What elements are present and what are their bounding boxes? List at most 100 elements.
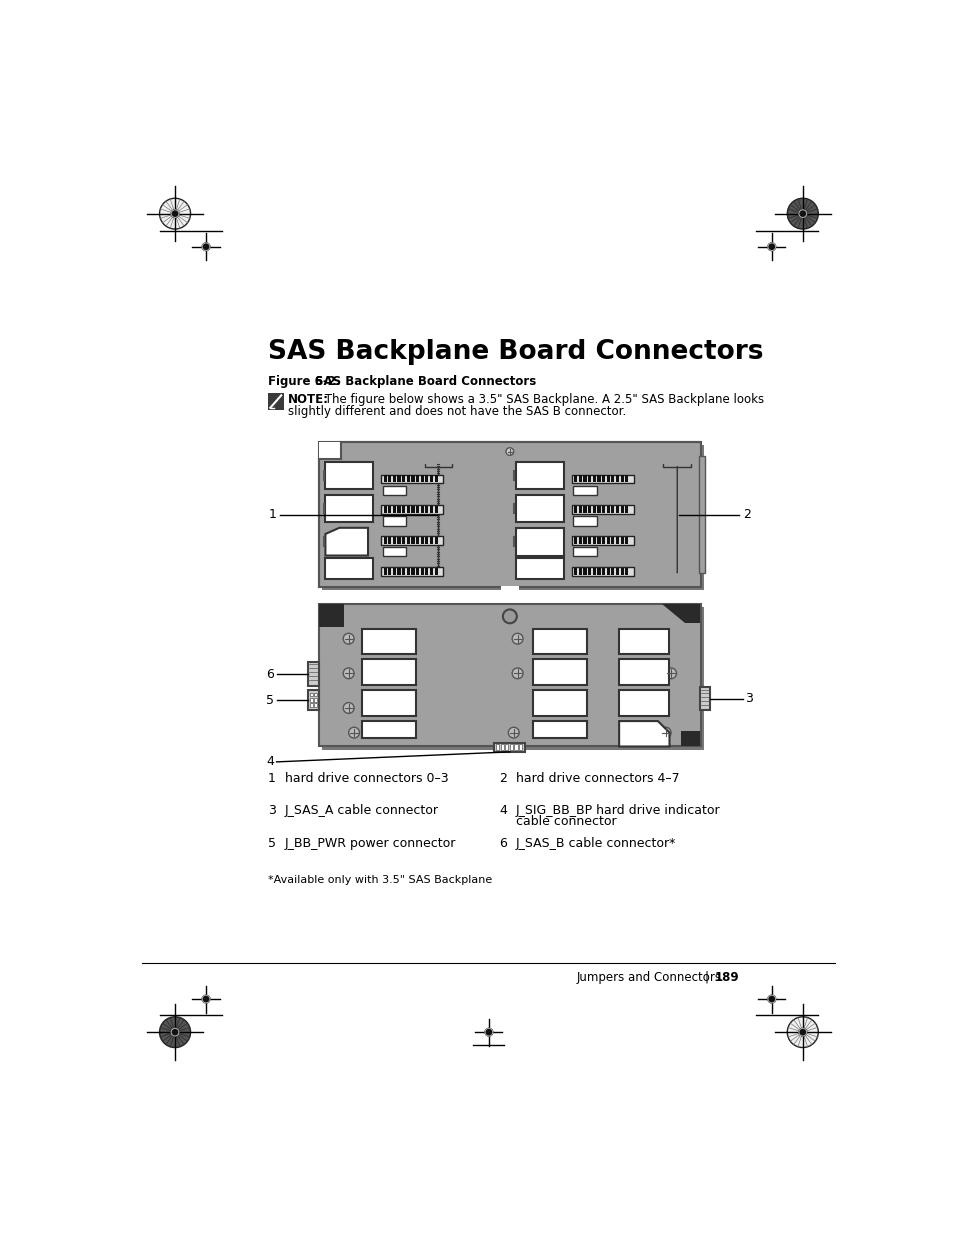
Text: 3: 3	[268, 804, 275, 818]
Bar	[516, 527, 563, 556]
Text: 5: 5	[268, 836, 275, 850]
Bar	[308, 662, 319, 687]
Bar	[597, 506, 599, 514]
Bar	[597, 537, 599, 543]
Circle shape	[159, 199, 191, 228]
Bar	[406, 537, 410, 543]
Bar	[611, 568, 614, 574]
Bar	[402, 506, 405, 514]
Bar	[533, 721, 587, 739]
Circle shape	[159, 1016, 191, 1047]
Bar	[397, 568, 400, 574]
Circle shape	[348, 727, 359, 739]
Bar	[606, 537, 609, 543]
Bar	[322, 446, 703, 590]
Bar	[388, 568, 391, 574]
Bar	[597, 568, 599, 574]
Text: hard drive connectors 4–7: hard drive connectors 4–7	[516, 772, 679, 785]
Bar	[514, 745, 517, 751]
Bar	[381, 505, 443, 514]
Bar	[310, 698, 313, 701]
Circle shape	[786, 1016, 818, 1047]
Bar	[624, 537, 628, 543]
Bar	[574, 568, 577, 574]
Circle shape	[767, 995, 775, 1003]
Text: SAS Backplane Board Connectors: SAS Backplane Board Connectors	[314, 375, 536, 388]
Bar	[601, 506, 604, 514]
Bar	[611, 537, 614, 543]
Bar	[411, 475, 415, 483]
Bar	[435, 537, 437, 543]
Bar	[587, 537, 591, 543]
Bar	[587, 568, 591, 574]
Text: 2: 2	[742, 509, 750, 521]
Bar	[310, 704, 313, 708]
Bar	[518, 745, 521, 751]
Text: cable connector: cable connector	[516, 815, 616, 827]
Bar	[435, 506, 437, 514]
Circle shape	[659, 727, 670, 739]
Bar	[611, 475, 614, 483]
Bar	[382, 487, 406, 495]
Bar	[393, 568, 395, 574]
Bar	[583, 506, 586, 514]
Bar	[618, 690, 669, 716]
Bar	[319, 604, 344, 627]
Bar	[393, 506, 395, 514]
Bar	[592, 537, 596, 543]
Bar	[601, 475, 604, 483]
Bar	[583, 537, 586, 543]
Bar	[606, 475, 609, 483]
Text: The figure below shows a 3.5" SAS Backplane. A 2.5" SAS Backplane looks: The figure below shows a 3.5" SAS Backpl…	[320, 393, 763, 406]
Bar	[606, 568, 609, 574]
Bar	[571, 474, 633, 483]
Bar	[416, 506, 418, 514]
Bar	[314, 704, 316, 708]
Bar	[388, 475, 391, 483]
Bar	[616, 475, 618, 483]
Bar	[500, 585, 518, 590]
Bar	[397, 537, 400, 543]
Bar	[420, 506, 423, 514]
Bar	[420, 475, 423, 483]
Bar	[383, 568, 386, 574]
Bar	[601, 537, 604, 543]
Polygon shape	[618, 721, 669, 746]
Bar	[383, 506, 386, 514]
Bar	[381, 474, 443, 483]
Bar	[411, 537, 415, 543]
Bar	[616, 537, 618, 543]
Circle shape	[798, 210, 806, 217]
Bar	[325, 495, 373, 522]
Bar	[319, 442, 700, 587]
Bar	[416, 537, 418, 543]
Bar	[573, 547, 596, 556]
Bar	[618, 659, 669, 685]
Bar	[680, 731, 700, 746]
Circle shape	[505, 448, 513, 456]
Bar	[382, 547, 406, 556]
Circle shape	[665, 668, 676, 679]
Bar	[624, 568, 628, 574]
Bar	[430, 568, 433, 574]
Bar	[578, 568, 581, 574]
Bar	[601, 568, 604, 574]
Bar	[406, 475, 410, 483]
Bar	[624, 475, 628, 483]
Bar	[505, 745, 508, 751]
Bar	[533, 659, 587, 685]
Text: J_SAS_B cable connector*: J_SAS_B cable connector*	[516, 836, 676, 850]
Bar	[268, 393, 283, 410]
Bar	[574, 537, 577, 543]
Text: NOTE:: NOTE:	[288, 393, 329, 406]
Bar	[494, 742, 525, 752]
Bar	[516, 558, 563, 579]
Bar	[381, 536, 443, 545]
Bar	[402, 537, 405, 543]
Bar	[620, 506, 623, 514]
Bar	[411, 506, 415, 514]
Bar	[406, 568, 410, 574]
Circle shape	[343, 634, 354, 645]
Bar	[616, 568, 618, 574]
Bar	[618, 629, 669, 655]
